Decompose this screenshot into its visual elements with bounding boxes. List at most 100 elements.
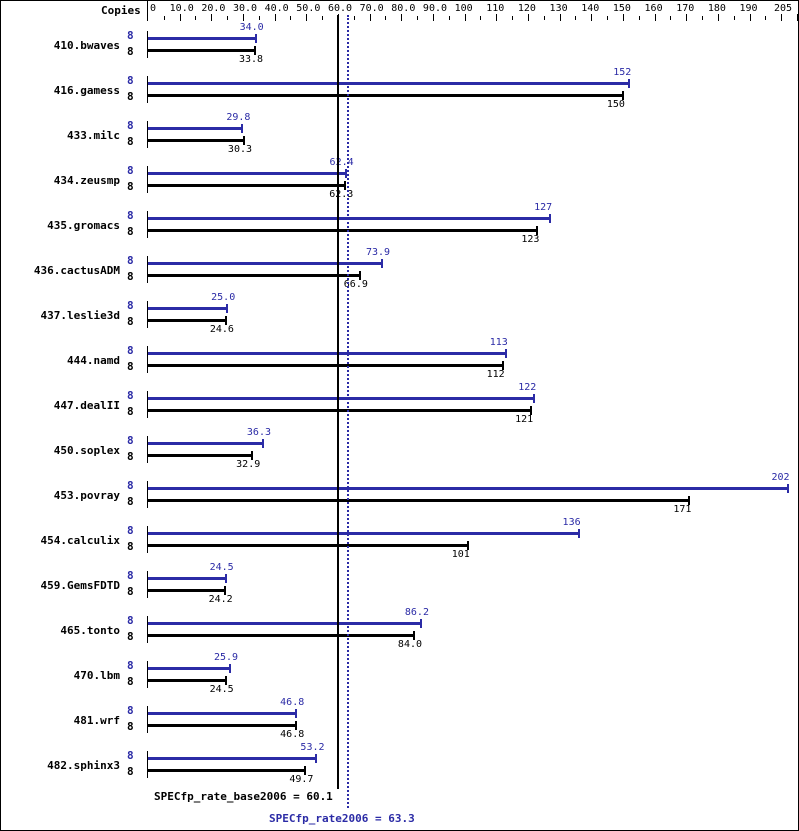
base-bar	[148, 589, 225, 592]
peak-copies: 8	[127, 389, 134, 402]
x-tick	[512, 16, 513, 20]
peak-copies: 8	[127, 254, 134, 267]
base-copies: 8	[127, 585, 134, 598]
x-tick	[734, 16, 735, 20]
peak-value: 136	[562, 517, 581, 528]
peak-endcap	[577, 529, 580, 538]
base-endcap	[223, 586, 226, 595]
base-value: 24.6	[209, 324, 234, 335]
x-tick-label: 140	[581, 3, 600, 14]
x-tick	[195, 16, 196, 20]
benchmark-label: 436.cactusADM	[33, 264, 120, 277]
base-endcap	[344, 181, 347, 190]
base-value: 121	[515, 414, 534, 425]
base-value: 30.3	[227, 144, 253, 155]
base-endcap	[621, 91, 624, 100]
benchmark-label: 482.sphinx3	[47, 759, 120, 772]
base-bar	[148, 364, 503, 367]
peak-endcap	[419, 619, 422, 628]
peak-endcap	[226, 304, 229, 313]
peak-endcap	[228, 664, 231, 673]
base-bar	[148, 544, 468, 547]
base-value: 24.5	[209, 684, 234, 695]
benchmark-label: 444.namd	[67, 354, 120, 367]
x-tick	[655, 14, 656, 21]
row-axis-line	[147, 211, 148, 238]
row-axis-line	[147, 571, 148, 598]
base-endcap	[466, 541, 469, 550]
x-tick-label: 0	[150, 3, 157, 14]
x-tick	[306, 14, 307, 21]
base-copies: 8	[127, 450, 134, 463]
peak-bar	[148, 532, 579, 535]
x-tick	[639, 16, 640, 20]
x-tick	[385, 16, 386, 20]
base-value: 46.8	[280, 729, 305, 740]
row-axis-line	[147, 76, 148, 103]
benchmark-label: 470.lbm	[73, 669, 120, 682]
peak-value: 73.9	[365, 247, 391, 258]
x-tick-label: 130	[549, 3, 568, 14]
peak-copies: 8	[127, 569, 134, 582]
peak-bar	[148, 262, 382, 265]
x-tick	[480, 16, 481, 20]
peak-endcap	[628, 79, 631, 88]
benchmark-label: 410.bwaves	[53, 39, 120, 52]
peak-copies: 8	[127, 659, 134, 672]
x-tick	[781, 14, 782, 21]
base-endcap	[501, 361, 504, 370]
x-tick	[750, 14, 751, 21]
row-axis-line	[147, 391, 148, 418]
peak-value: 113	[489, 337, 508, 348]
base-copies: 8	[127, 180, 134, 193]
benchmark-label: 437.leslie3d	[40, 309, 120, 322]
peak-bar	[148, 622, 421, 625]
base-bar	[148, 229, 538, 232]
base-value: 49.7	[289, 774, 314, 785]
benchmark-label: 450.soplex	[53, 444, 120, 457]
base-endcap	[358, 271, 361, 280]
x-tick-label: 50.0	[296, 3, 321, 14]
x-tick	[465, 14, 466, 21]
peak-value: 34.0	[239, 22, 264, 33]
x-tick-label: 150	[612, 3, 631, 14]
row-axis-line	[147, 346, 148, 373]
base-bar	[148, 499, 690, 502]
peak-copies: 8	[127, 344, 134, 357]
peak-endcap	[261, 439, 264, 448]
x-tick-label: 170	[676, 3, 695, 14]
x-tick-label: 70.0	[359, 3, 384, 14]
x-tick-label: 100	[454, 3, 473, 14]
x-tick	[560, 14, 561, 21]
base-value: 84.0	[397, 639, 423, 650]
x-tick	[354, 16, 355, 20]
peak-endcap	[549, 214, 552, 223]
base-value: 101	[451, 549, 470, 560]
base-bar	[148, 94, 623, 97]
base-copies: 8	[127, 360, 134, 373]
x-tick-label: 80.0	[391, 3, 416, 14]
peak-value: 24.5	[209, 562, 234, 573]
peak-value: 122	[518, 382, 537, 393]
peak-copies: 8	[127, 479, 134, 492]
x-tick	[591, 14, 592, 21]
x-tick	[797, 14, 798, 21]
axis-origin-line	[147, 1, 148, 21]
peak-value: 25.0	[211, 292, 236, 303]
x-tick	[322, 16, 323, 20]
row-axis-line	[147, 706, 148, 733]
peak-bar	[148, 442, 263, 445]
base-endcap	[530, 406, 533, 415]
base-endcap	[295, 721, 298, 730]
base-copies: 8	[127, 540, 134, 553]
peak-endcap	[315, 754, 318, 763]
base-value: 24.2	[208, 594, 233, 605]
base-value: 112	[486, 369, 505, 380]
peak-bar	[148, 307, 228, 310]
x-tick	[417, 16, 418, 20]
peak-endcap	[533, 394, 536, 403]
peak-value: 62.4	[329, 157, 354, 168]
base-copies: 8	[127, 135, 134, 148]
peak-copies: 8	[127, 524, 134, 537]
